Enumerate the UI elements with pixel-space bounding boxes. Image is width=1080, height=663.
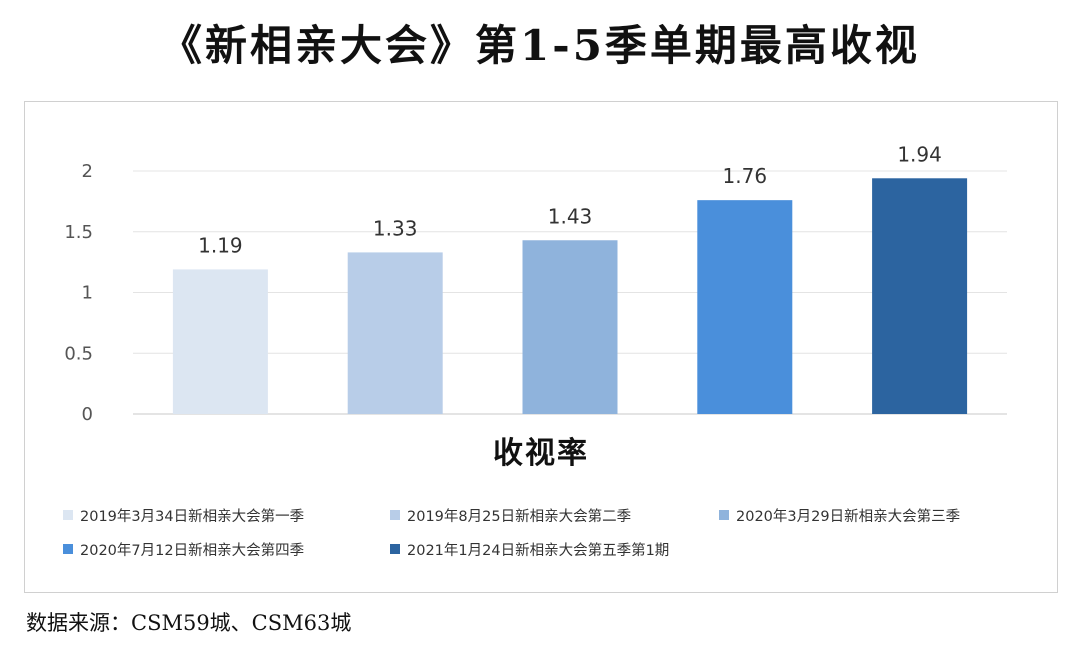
legend-item: 2021年1月24日新相亲大会第五季第1期 <box>390 539 669 560</box>
chart-frame: 0 0.5 1 1.5 2 1.19 1.33 1.43 1.76 1.94 收视率 2019年3… <box>24 101 1058 593</box>
legend-swatch <box>390 544 400 554</box>
bar <box>872 178 968 414</box>
legend-swatch <box>719 510 729 520</box>
bar <box>172 269 268 414</box>
data-label: 1.19 <box>198 233 243 257</box>
x-axis-title: 收视率 <box>493 436 589 471</box>
bar <box>347 252 443 414</box>
legend-item: 2019年3月34日新相亲大会第一季 <box>63 505 390 526</box>
data-source-note: 数据来源：CSM59城、CSM63城 <box>26 611 352 635</box>
chart-legend: 2019年3月34日新相亲大会第一季 2019年8月25日新相亲大会第二季 20… <box>63 498 1043 566</box>
y-tick-label: 0 <box>82 404 93 422</box>
legend-item: 2020年3月29日新相亲大会第三季 <box>719 505 960 526</box>
legend-label: 2021年1月24日新相亲大会第五季第1期 <box>407 542 670 559</box>
y-tick-label: 1.5 <box>64 222 93 243</box>
legend-label: 2019年8月25日新相亲大会第二季 <box>407 508 632 525</box>
legend-swatch <box>63 544 73 554</box>
legend-swatch <box>390 510 400 520</box>
data-label: 1.33 <box>373 216 418 240</box>
legend-row: 2020年7月12日新相亲大会第四季 2021年1月24日新相亲大会第五季第1期 <box>63 532 1043 566</box>
y-tick-label: 1 <box>82 283 93 304</box>
data-label: 1.43 <box>548 204 593 228</box>
y-tick-label: 0.5 <box>64 343 93 364</box>
bar-chart: 0 0.5 1 1.5 2 1.19 1.33 1.43 1.76 1.94 <box>64 142 1007 422</box>
legend-row: 2019年3月34日新相亲大会第一季 2019年8月25日新相亲大会第二季 20… <box>63 498 1043 532</box>
bar <box>522 240 618 414</box>
y-tick-label: 2 <box>82 161 93 182</box>
bar <box>697 200 793 414</box>
data-label: 1.76 <box>723 164 768 188</box>
legend-label: 2020年7月12日新相亲大会第四季 <box>80 542 305 559</box>
legend-swatch <box>63 510 73 520</box>
data-label: 1.94 <box>897 142 942 166</box>
chart-title: 《新相亲大会》第1-5季单期最高收视 <box>160 21 920 70</box>
legend-item: 2019年8月25日新相亲大会第二季 <box>390 505 719 526</box>
legend-label: 2020年3月29日新相亲大会第三季 <box>736 508 961 525</box>
legend-label: 2019年3月34日新相亲大会第一季 <box>80 508 305 525</box>
legend-item: 2020年7月12日新相亲大会第四季 <box>63 539 390 560</box>
